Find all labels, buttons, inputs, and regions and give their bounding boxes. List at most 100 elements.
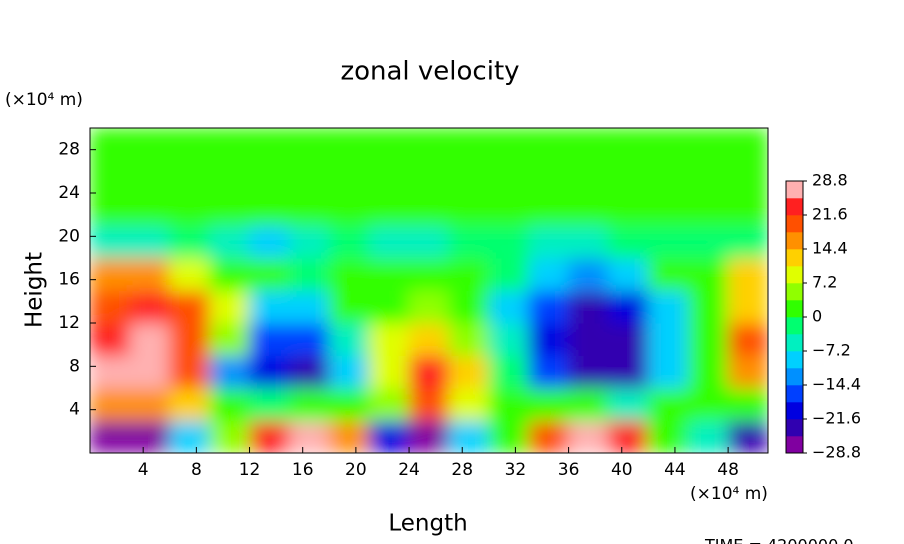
colorbar-swatch bbox=[786, 249, 803, 267]
field-cell bbox=[488, 322, 530, 356]
field bbox=[90, 128, 768, 453]
field-cell bbox=[129, 225, 171, 259]
field-cell bbox=[448, 322, 490, 356]
field-cell bbox=[647, 257, 689, 291]
field-cell bbox=[448, 128, 490, 161]
field-cell bbox=[169, 387, 211, 421]
colorbar-swatch bbox=[786, 232, 803, 250]
field-cell bbox=[607, 322, 649, 356]
field-cell bbox=[249, 420, 290, 453]
field-cell bbox=[90, 257, 131, 291]
field-cell bbox=[249, 257, 290, 291]
colorbar-tick-label: −28.8 bbox=[812, 443, 861, 462]
y-tick-label: 28 bbox=[58, 140, 80, 160]
y-tick-label: 20 bbox=[58, 226, 80, 246]
field-cell bbox=[687, 322, 729, 356]
field-cell bbox=[169, 290, 211, 324]
field-cell bbox=[568, 355, 609, 389]
x-tick-label: 40 bbox=[611, 460, 633, 480]
field-cell bbox=[607, 387, 649, 421]
field-cell bbox=[288, 192, 330, 226]
field-cell bbox=[568, 290, 609, 324]
field-cell bbox=[169, 225, 211, 259]
field-cell bbox=[448, 160, 490, 194]
x-tick-label: 48 bbox=[717, 460, 739, 480]
field-cell bbox=[129, 420, 171, 453]
field-cell bbox=[90, 225, 131, 259]
field-cell bbox=[209, 225, 251, 259]
field-cell bbox=[169, 257, 211, 291]
field-cell bbox=[129, 355, 171, 389]
chart-title: zonal velocity bbox=[340, 57, 519, 87]
field-cell bbox=[647, 420, 689, 453]
field-cell bbox=[90, 192, 131, 226]
field-cell bbox=[249, 192, 290, 226]
field-cell bbox=[288, 290, 330, 324]
colorbar-tick-label: −21.6 bbox=[812, 409, 861, 428]
colorbar-tick-label: 14.4 bbox=[812, 239, 848, 258]
axes: 4 8 12 16 20 24 28 32 36 40 44 4848121620242828.821… bbox=[58, 140, 861, 480]
field-cell bbox=[249, 128, 290, 161]
y-tick-label: 12 bbox=[58, 313, 80, 333]
field-cell bbox=[328, 420, 370, 453]
field-cell bbox=[727, 128, 768, 161]
field-cell bbox=[129, 160, 171, 194]
field-cell bbox=[687, 128, 729, 161]
field-cell bbox=[568, 128, 609, 161]
x-unit: (×10⁴ m) bbox=[690, 484, 768, 504]
x-axis-title: Length bbox=[388, 511, 467, 537]
field-cell bbox=[647, 160, 689, 194]
field-cell bbox=[488, 160, 530, 194]
field-cell bbox=[568, 160, 609, 194]
field-cell bbox=[607, 225, 649, 259]
field-cell bbox=[249, 160, 290, 194]
x-tick-label: 8 bbox=[191, 460, 202, 480]
field-cell bbox=[408, 387, 450, 421]
field-cell bbox=[408, 355, 450, 389]
field-cell bbox=[328, 192, 370, 226]
field-cell bbox=[90, 160, 131, 194]
field-cell bbox=[607, 257, 649, 291]
field-cell bbox=[408, 128, 450, 161]
field-cell bbox=[647, 128, 689, 161]
colorbar-swatch bbox=[786, 419, 803, 437]
field-cell bbox=[408, 322, 450, 356]
field-cell bbox=[568, 225, 609, 259]
field-cell bbox=[328, 128, 370, 161]
field-cell bbox=[607, 192, 649, 226]
field-cell bbox=[288, 322, 330, 356]
plot-frame bbox=[89, 127, 769, 454]
x-tick-label: 28 bbox=[451, 460, 473, 480]
colorbar-swatch bbox=[786, 334, 803, 352]
x-tick-label: 44 bbox=[664, 460, 686, 480]
field-cell bbox=[488, 290, 530, 324]
field-cell bbox=[328, 355, 370, 389]
colorbar-tick-label: 7.2 bbox=[812, 273, 837, 292]
field-cell bbox=[528, 225, 570, 259]
field-cell bbox=[328, 160, 370, 194]
y-tick-label: 16 bbox=[58, 270, 80, 290]
colorbar-swatch bbox=[786, 351, 803, 369]
field-cell bbox=[488, 420, 530, 453]
field-cell bbox=[169, 192, 211, 226]
field-cell bbox=[328, 322, 370, 356]
colorbar-tick-label: 28.8 bbox=[812, 171, 848, 190]
colorbar-swatch bbox=[786, 283, 803, 301]
field-cell bbox=[368, 322, 410, 356]
field-cell bbox=[488, 192, 530, 226]
x-tick-label: 12 bbox=[239, 460, 261, 480]
field-cell bbox=[129, 128, 171, 161]
field-cell bbox=[328, 225, 370, 259]
field-cell bbox=[368, 290, 410, 324]
field-cell bbox=[727, 322, 768, 356]
field-cell bbox=[448, 355, 490, 389]
field-cell bbox=[448, 257, 490, 291]
field-cell bbox=[528, 128, 570, 161]
field-cell bbox=[528, 322, 570, 356]
field-cell bbox=[488, 128, 530, 161]
field-cell bbox=[129, 387, 171, 421]
field-cell bbox=[647, 387, 689, 421]
field-cell bbox=[169, 160, 211, 194]
field-cell bbox=[209, 257, 251, 291]
field-cell bbox=[568, 387, 609, 421]
